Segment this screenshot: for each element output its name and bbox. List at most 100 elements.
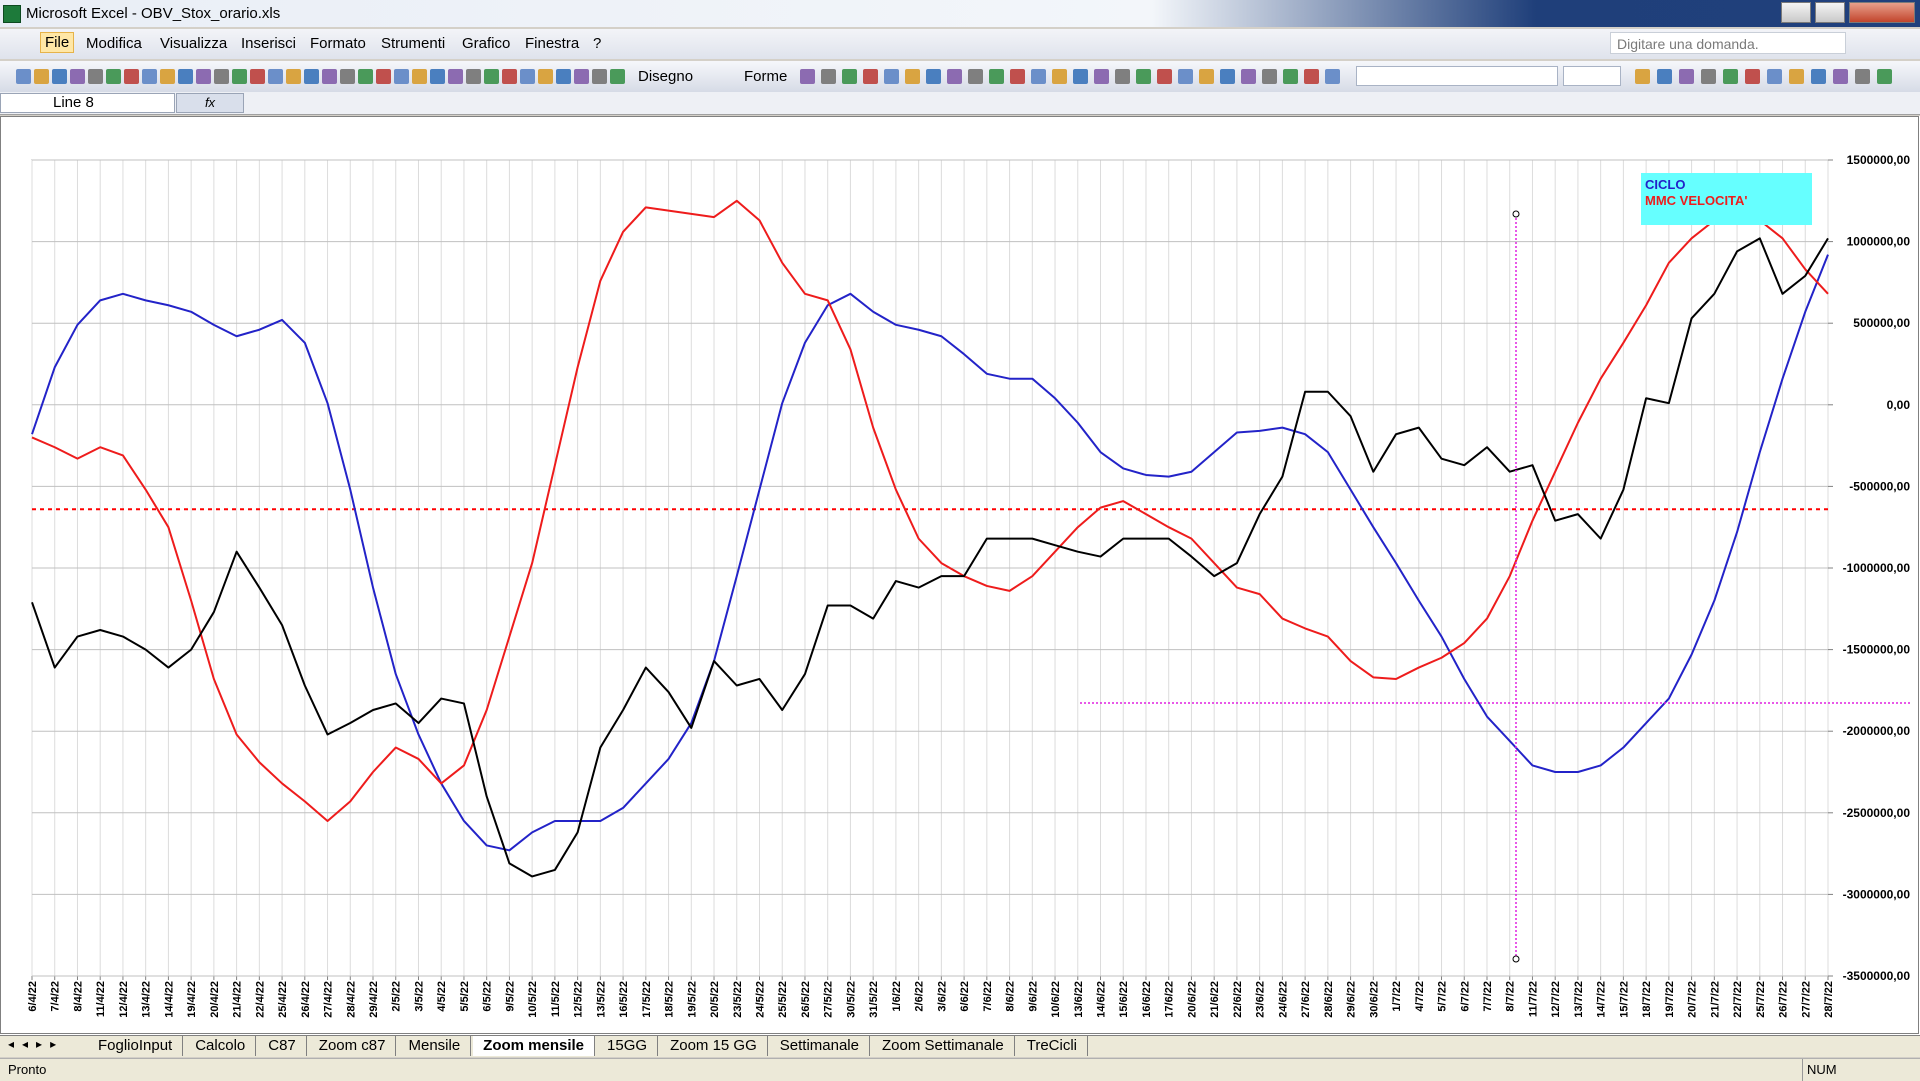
sheet-tab[interactable]: Zoom c87 — [309, 1036, 397, 1056]
toolbar-icon[interactable] — [394, 69, 409, 84]
sheet-tab[interactable]: Mensile — [398, 1036, 472, 1056]
toolbar-icon[interactable] — [88, 69, 103, 84]
sheet-tab[interactable]: 15GG — [597, 1036, 659, 1056]
toolbar-icon[interactable] — [34, 69, 49, 84]
toolbar-icon[interactable] — [905, 69, 920, 84]
toolbar-icon[interactable] — [232, 69, 247, 84]
toolbar-button[interactable]: Disegno — [638, 68, 694, 85]
toolbar-icon[interactable] — [1031, 69, 1046, 84]
toolbar-icon[interactable] — [884, 69, 899, 84]
toolbar-icon[interactable] — [1789, 69, 1804, 84]
toolbar-icon[interactable] — [1723, 69, 1738, 84]
toolbar-icon[interactable] — [196, 69, 211, 84]
toolbar-icon[interactable] — [1241, 69, 1256, 84]
menu-item[interactable]: Grafico — [462, 35, 511, 52]
toolbar-icon[interactable] — [947, 69, 962, 84]
toolbar-icon[interactable] — [1178, 69, 1193, 84]
toolbar-icon[interactable] — [466, 69, 481, 84]
toolbar-icon[interactable] — [502, 69, 517, 84]
toolbar-icon[interactable] — [800, 69, 815, 84]
toolbar-icon[interactable] — [538, 69, 553, 84]
size-combo[interactable] — [1563, 66, 1621, 86]
toolbar-icon[interactable] — [268, 69, 283, 84]
toolbar-icon[interactable] — [1010, 69, 1025, 84]
toolbar-icon[interactable] — [574, 69, 589, 84]
toolbar-icon[interactable] — [286, 69, 301, 84]
sheet-tab[interactable]: Calcolo — [185, 1036, 257, 1056]
sheet-tab[interactable]: Zoom 15 GG — [660, 1036, 768, 1056]
menu-item[interactable]: Finestra — [525, 35, 580, 52]
sheet-tab[interactable]: Settimanale — [770, 1036, 870, 1056]
fx-button[interactable]: fx — [176, 93, 244, 113]
toolbar-icon[interactable] — [1657, 69, 1672, 84]
toolbar-icon[interactable] — [484, 69, 499, 84]
font-combo[interactable] — [1356, 66, 1558, 86]
toolbar-icon[interactable] — [1679, 69, 1694, 84]
toolbar-icon[interactable] — [821, 69, 836, 84]
toolbar-icon[interactable] — [106, 69, 121, 84]
toolbar-icon[interactable] — [1220, 69, 1235, 84]
toolbar-icon[interactable] — [1767, 69, 1782, 84]
toolbar-icon[interactable] — [610, 69, 625, 84]
toolbar-icon[interactable] — [1115, 69, 1130, 84]
tab-scroll[interactable]: ◂◂▸▸ — [8, 1037, 65, 1051]
sheet-tab[interactable]: Zoom Settimanale — [872, 1036, 1015, 1056]
help-search[interactable]: Digitare una domanda. — [1610, 32, 1846, 54]
toolbar-icon[interactable] — [250, 69, 265, 84]
menu-item[interactable]: Inserisci — [241, 35, 297, 52]
maximize-button[interactable] — [1815, 2, 1845, 23]
toolbar-icon[interactable] — [520, 69, 535, 84]
toolbar-icon[interactable] — [376, 69, 391, 84]
toolbar-icon[interactable] — [160, 69, 175, 84]
sheet-tab[interactable]: C87 — [258, 1036, 307, 1056]
toolbar-icon[interactable] — [124, 69, 139, 84]
menu-item[interactable]: Visualizza — [160, 35, 228, 52]
menu-item[interactable]: ? — [593, 35, 602, 52]
toolbar-icon[interactable] — [358, 69, 373, 84]
minimize-button[interactable] — [1781, 2, 1811, 23]
name-box[interactable]: Line 8 — [0, 93, 175, 113]
menu-item[interactable]: Modifica — [86, 35, 142, 52]
toolbar-icon[interactable] — [70, 69, 85, 84]
toolbar-icon[interactable] — [1199, 69, 1214, 84]
toolbar-icon[interactable] — [142, 69, 157, 84]
toolbar-icon[interactable] — [1325, 69, 1340, 84]
toolbar-icon[interactable] — [592, 69, 607, 84]
toolbar-icon[interactable] — [1283, 69, 1298, 84]
toolbar-icon[interactable] — [1833, 69, 1848, 84]
toolbar-icon[interactable] — [412, 69, 427, 84]
toolbar-icon[interactable] — [304, 69, 319, 84]
toolbar-icon[interactable] — [1094, 69, 1109, 84]
toolbar-icon[interactable] — [1811, 69, 1826, 84]
toolbar-icon[interactable] — [1136, 69, 1151, 84]
toolbar-icon[interactable] — [322, 69, 337, 84]
toolbar-icon[interactable] — [1745, 69, 1760, 84]
menu-item[interactable]: Strumenti — [381, 35, 446, 52]
sheet-tab[interactable]: FoglioInput — [88, 1036, 184, 1056]
toolbar-icon[interactable] — [926, 69, 941, 84]
toolbar-icon[interactable] — [1262, 69, 1277, 84]
toolbar-icon[interactable] — [340, 69, 355, 84]
toolbar-button[interactable]: Forme — [744, 68, 788, 85]
sheet-tab[interactable]: TreCicli — [1017, 1036, 1088, 1056]
toolbar-icon[interactable] — [448, 69, 463, 84]
toolbar-icon[interactable] — [1855, 69, 1870, 84]
toolbar-icon[interactable] — [178, 69, 193, 84]
toolbar-icon[interactable] — [52, 69, 67, 84]
sheet-tab[interactable]: Zoom mensile — [473, 1036, 596, 1056]
toolbar-icon[interactable] — [968, 69, 983, 84]
toolbar-icon[interactable] — [1701, 69, 1716, 84]
toolbar-icon[interactable] — [16, 69, 31, 84]
toolbar-icon[interactable] — [214, 69, 229, 84]
toolbar-icon[interactable] — [1877, 69, 1892, 84]
toolbar-icon[interactable] — [1052, 69, 1067, 84]
toolbar-icon[interactable] — [1304, 69, 1319, 84]
toolbar-icon[interactable] — [1073, 69, 1088, 84]
menu-item[interactable]: File — [40, 32, 75, 53]
close-button[interactable] — [1849, 2, 1915, 23]
toolbar-icon[interactable] — [556, 69, 571, 84]
toolbar-icon[interactable] — [842, 69, 857, 84]
toolbar-icon[interactable] — [989, 69, 1004, 84]
toolbar-icon[interactable] — [863, 69, 878, 84]
toolbar-icon[interactable] — [1157, 69, 1172, 84]
